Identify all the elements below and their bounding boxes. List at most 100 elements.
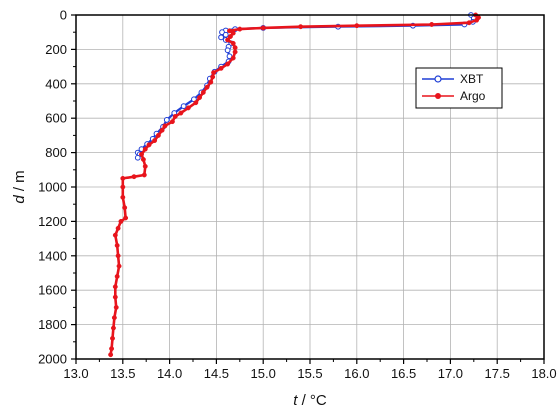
x-tick-label: 16.5 <box>391 366 416 381</box>
y-tick-label: 1000 <box>38 180 67 195</box>
y-axis-tick-labels: 0 200 400 600 800 1000 1200 1400 1600 1800 2000 <box>38 8 67 367</box>
data-point-argo <box>232 49 238 55</box>
series-argo <box>108 12 481 358</box>
data-point-argo <box>120 175 126 181</box>
x-tick-label: 13.0 <box>63 366 88 381</box>
x-axis-title: t / °C <box>293 392 327 409</box>
data-point-argo <box>120 194 126 200</box>
y-axis-unit: / m <box>11 170 28 195</box>
data-point-argo <box>162 123 168 129</box>
x-tick-label: 16.0 <box>344 366 369 381</box>
data-point-argo <box>152 138 158 144</box>
data-point-argo <box>110 325 116 331</box>
y-axis-title: d / m <box>11 170 28 203</box>
data-point-argo <box>429 22 435 27</box>
data-point-argo <box>139 151 144 157</box>
data-point-argo <box>227 28 232 34</box>
x-tick-label: 13.5 <box>110 366 135 381</box>
data-point-argo <box>122 205 128 211</box>
data-point-argo <box>172 114 178 119</box>
data-point-argo <box>230 55 236 61</box>
legend-box <box>415 67 503 109</box>
x-tick-label: 14.0 <box>157 366 182 381</box>
data-point-argo <box>227 34 233 39</box>
data-point-argo <box>112 232 118 238</box>
data-point-argo <box>142 146 148 152</box>
data-point-argo <box>211 70 217 76</box>
x-tick-label: 14.5 <box>204 366 229 381</box>
data-point-argo <box>113 304 119 310</box>
data-point-argo <box>115 225 121 231</box>
data-point-argo <box>169 119 175 125</box>
data-point-argo <box>185 105 191 111</box>
legend-swatch-marker-xbt <box>434 75 442 83</box>
data-point-argo <box>466 20 472 26</box>
data-point-argo <box>218 65 224 71</box>
y-tick-label: 0 <box>60 8 67 23</box>
data-point-argo <box>131 174 137 180</box>
data-point-argo <box>204 84 210 90</box>
data-point-argo <box>111 315 117 321</box>
tick-marks <box>71 14 545 364</box>
data-point-argo <box>210 74 216 80</box>
y-tick-label: 1800 <box>38 317 67 332</box>
data-point-argo <box>178 110 184 116</box>
data-point-argo <box>225 61 231 67</box>
legend-label-xbt: XBT <box>460 72 484 86</box>
x-tick-label: 15.0 <box>251 366 276 381</box>
data-point-argo <box>237 26 243 32</box>
y-axis-variable: d <box>11 195 28 204</box>
data-point-argo <box>118 218 124 224</box>
legend-entry-xbt: XBT <box>422 72 484 86</box>
legend-entry-argo: Argo <box>422 89 486 103</box>
data-point-argo <box>114 273 120 279</box>
series-layer <box>108 12 481 358</box>
data-point-argo <box>298 24 304 30</box>
data-point-argo <box>141 172 147 178</box>
data-point-argo <box>112 284 118 290</box>
x-tick-label: 15.5 <box>297 366 322 381</box>
data-point-argo <box>115 253 121 259</box>
y-tick-label: 1400 <box>38 248 67 263</box>
data-point-xbt <box>224 47 231 54</box>
data-point-argo <box>146 142 152 148</box>
data-point-argo <box>354 23 360 29</box>
data-point-argo <box>120 184 126 190</box>
data-point-argo <box>230 40 236 46</box>
data-point-xbt <box>222 31 229 38</box>
data-point-argo <box>230 30 236 36</box>
data-point-argo <box>193 100 199 106</box>
x-tick-label: 17.0 <box>438 366 463 381</box>
data-point-argo <box>110 335 115 341</box>
legend-label-argo: Argo <box>460 89 486 103</box>
data-point-xbt <box>180 103 187 110</box>
y-tick-label: 200 <box>45 42 67 57</box>
legend-swatch-marker-argo <box>435 93 441 99</box>
y-tick-label: 800 <box>45 145 67 160</box>
y-tick-label: 400 <box>45 76 67 91</box>
y-tick-label: 1200 <box>38 214 67 229</box>
data-point-argo <box>140 157 146 162</box>
x-axis-unit: / °C <box>297 392 327 409</box>
data-point-xbt <box>134 154 141 161</box>
data-point-argo <box>474 17 480 23</box>
y-tick-label: 600 <box>45 111 67 126</box>
data-point-argo <box>208 79 214 85</box>
x-tick-label: 18.0 <box>531 366 556 381</box>
data-point-argo <box>114 243 120 248</box>
data-point-argo <box>142 163 148 169</box>
data-point-argo <box>200 89 206 95</box>
data-point-argo <box>112 294 118 300</box>
data-point-argo <box>123 215 129 221</box>
y-tick-label: 1600 <box>38 283 67 298</box>
data-point-argo <box>260 25 266 31</box>
data-point-argo <box>159 127 165 133</box>
data-point-argo <box>197 95 203 101</box>
data-point-argo <box>225 37 231 43</box>
data-point-argo <box>155 132 161 138</box>
x-tick-label: 17.5 <box>485 366 510 381</box>
data-point-xbt <box>163 117 170 123</box>
y-tick-label: 2000 <box>38 352 67 367</box>
